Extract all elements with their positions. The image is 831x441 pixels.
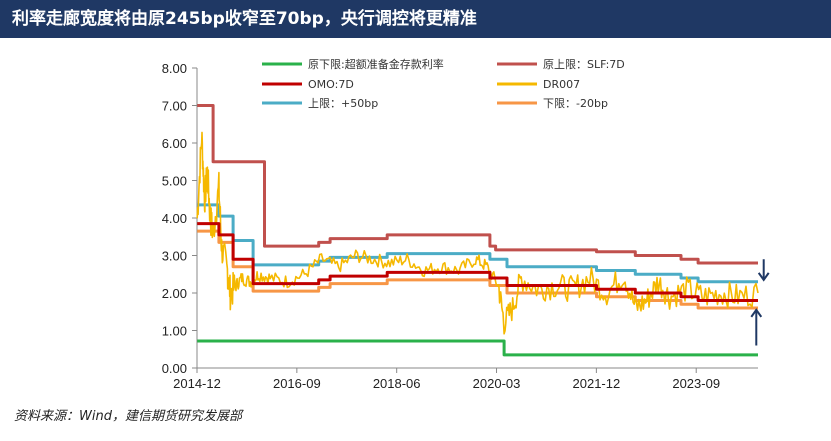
legend-label-4: 上限：+50bp (308, 97, 378, 110)
series-line-4 (197, 203, 758, 284)
series-line-0 (197, 339, 758, 357)
rate-corridor-line-chart: 0.00 1.00 2.00 3.00 4.00 5.00 6.00 7.00 8.00 2014… (162, 57, 770, 391)
page-title: 利率走廊宽度将由原245bp收窄至70bp，央行调控将更精准 (0, 0, 831, 38)
series-line-1 (197, 104, 758, 265)
y-tick-label: 4.00 (162, 211, 187, 226)
source-note: 资料来源：Wind，建信期货研究发展部 (14, 409, 242, 424)
y-tick-label: 1.00 (162, 324, 187, 339)
chart-axes: 0.00 1.00 2.00 3.00 4.00 5.00 6.00 7.00 8.00 2014… (162, 61, 758, 391)
legend-label-1: 原上限：SLF:7D (543, 58, 625, 71)
legend-label-0: 原下限:超额准备金存款利率 (308, 57, 444, 71)
y-tick-label: 3.00 (162, 249, 187, 264)
annotation-arrow-head-0 (757, 272, 770, 282)
legend-label-2: OMO:7D (308, 78, 354, 91)
x-tick-label: 2016-09 (273, 376, 321, 391)
y-tick-label: 0.00 (162, 361, 187, 376)
y-tick-label: 6.00 (162, 136, 187, 151)
x-tick-label: 2020-03 (473, 376, 521, 391)
chart-annotations (750, 259, 770, 346)
series-line-2 (197, 222, 758, 302)
y-tick-label: 8.00 (162, 61, 187, 76)
chart-legend: 原下限:超额准备金存款利率 原上限：SLF:7D OMO:7D DR007 上限：+50… (262, 57, 625, 110)
legend-label-3: DR007 (543, 78, 580, 91)
y-tick-label: 7.00 (162, 99, 187, 114)
x-tick-label: 2018-06 (373, 376, 421, 391)
x-tick-label: 2023-09 (672, 376, 720, 391)
series-line-3 (196, 131, 759, 335)
x-tick-label: 2021-12 (573, 376, 621, 391)
y-tick-label: 5.00 (162, 174, 187, 189)
annotation-arrow-head-1 (750, 308, 763, 318)
chart-series-lines (196, 104, 759, 357)
legend-label-5: 下限：-20bp (543, 97, 608, 110)
series-line-5 (197, 229, 758, 310)
y-tick-label: 2.00 (162, 286, 187, 301)
x-tick-label: 2014-12 (173, 376, 221, 391)
